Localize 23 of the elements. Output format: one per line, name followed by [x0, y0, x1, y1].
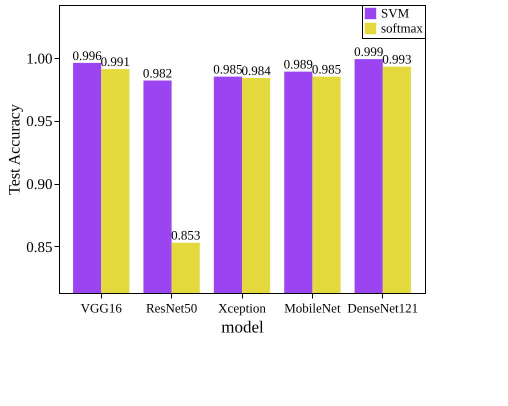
- x-axis-title: model: [221, 318, 264, 336]
- x-tick-label: VGG16: [80, 300, 122, 316]
- data-label: 0.993: [382, 52, 412, 67]
- data-label: 0.999: [354, 44, 384, 60]
- y-tick-label: 0.90: [26, 177, 52, 194]
- legend-label: softmax: [381, 20, 424, 36]
- data-label: 0.853: [171, 228, 200, 243]
- x-tick-label: DenseNet121: [347, 300, 418, 316]
- y-tick-label: 0.95: [26, 114, 52, 130]
- data-label: 0.984: [241, 62, 272, 78]
- data-label: 0.985: [312, 62, 342, 77]
- y-tick-label: 0.85: [26, 240, 52, 256]
- data-label: 0.985: [213, 62, 243, 77]
- data-label: 0.982: [142, 65, 172, 80]
- x-tick-label: ResNet50: [146, 300, 198, 316]
- legend-label: SVM: [381, 6, 410, 20]
- data-label: 0.996: [72, 48, 102, 63]
- y-tick-label: 1.00: [26, 51, 52, 68]
- x-tick-label: Xception: [218, 300, 266, 316]
- y-axis-title: Test Accuracy: [6, 104, 24, 195]
- data-label: 0.989: [284, 56, 313, 72]
- data-label: 0.991: [100, 54, 130, 70]
- x-tick-label: MobileNet: [284, 300, 341, 316]
